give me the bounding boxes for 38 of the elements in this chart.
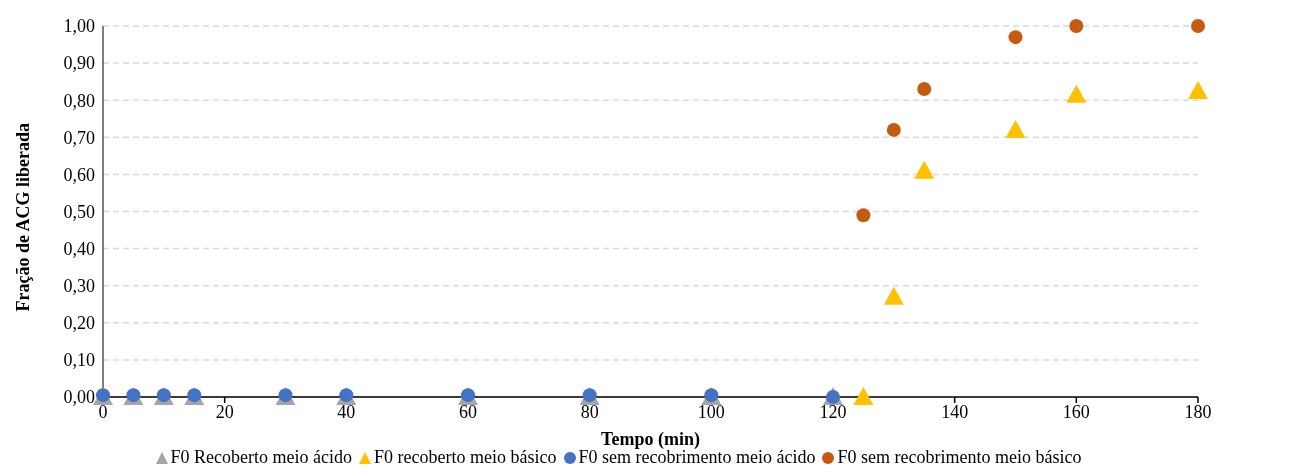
point — [886, 122, 901, 137]
legend-label: F0 sem recobrimento meio básico — [837, 447, 1082, 468]
y-tick-label: 0,20 — [63, 313, 95, 334]
x-tick-label: 160 — [1062, 401, 1090, 422]
point — [883, 286, 904, 305]
legend-label: F0 recoberto meio básico — [374, 447, 557, 468]
point — [1191, 19, 1205, 33]
y-tick-label: 0,10 — [63, 350, 95, 371]
x-tick-label: 60 — [459, 401, 477, 422]
x-tick-label: 0 — [98, 401, 108, 422]
x-tick-label: 40 — [337, 401, 356, 422]
x-tick-label: 140 — [941, 401, 969, 422]
y-tick-label: 0,90 — [63, 53, 95, 74]
point — [1005, 119, 1026, 138]
point — [853, 387, 874, 405]
point — [1066, 84, 1087, 103]
y-tick-label: 0,60 — [63, 164, 95, 185]
x-tick-label: 20 — [215, 401, 234, 422]
point — [1069, 19, 1084, 33]
x-tick-label: 180 — [1184, 401, 1212, 422]
point — [914, 160, 935, 179]
x-tick-label: 80 — [580, 401, 599, 422]
x-tick-label: 100 — [697, 401, 725, 422]
y-tick-label: 0,70 — [63, 127, 95, 148]
point — [856, 208, 871, 223]
y-tick-label: 0,00 — [63, 387, 95, 408]
y-axis-title: Fração de ACG liberada — [13, 123, 34, 312]
y-tick-label: 0,30 — [63, 276, 95, 297]
point — [1008, 30, 1023, 45]
x-tick-label: 120 — [819, 401, 847, 422]
point — [1188, 80, 1208, 99]
point — [917, 82, 932, 97]
x-axis-title: Tempo (min) — [601, 429, 700, 450]
legend-label: F0 Recoberto meio ácido — [170, 447, 353, 468]
y-tick-label: 0,40 — [63, 238, 95, 259]
y-tick-label: 1,00 — [63, 16, 95, 37]
y-tick-label: 0,50 — [63, 201, 95, 222]
y-tick-label: 0,80 — [63, 90, 95, 111]
